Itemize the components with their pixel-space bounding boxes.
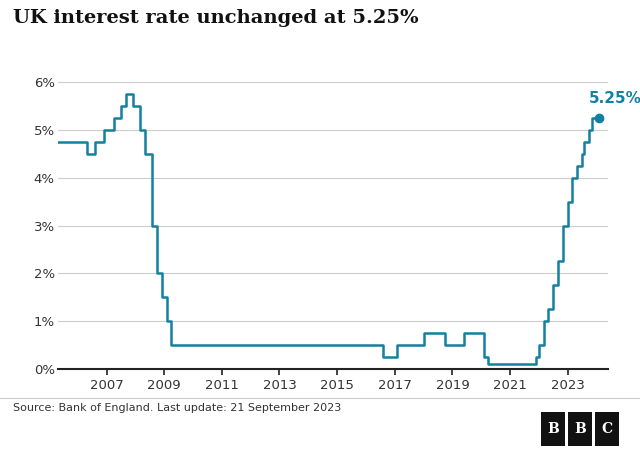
Text: B: B (547, 422, 559, 436)
Text: UK interest rate unchanged at 5.25%: UK interest rate unchanged at 5.25% (13, 9, 419, 27)
Text: 5.25%: 5.25% (589, 91, 640, 106)
Text: C: C (601, 422, 612, 436)
Text: Source: Bank of England. Last update: 21 September 2023: Source: Bank of England. Last update: 21… (13, 403, 341, 413)
Text: B: B (574, 422, 586, 436)
